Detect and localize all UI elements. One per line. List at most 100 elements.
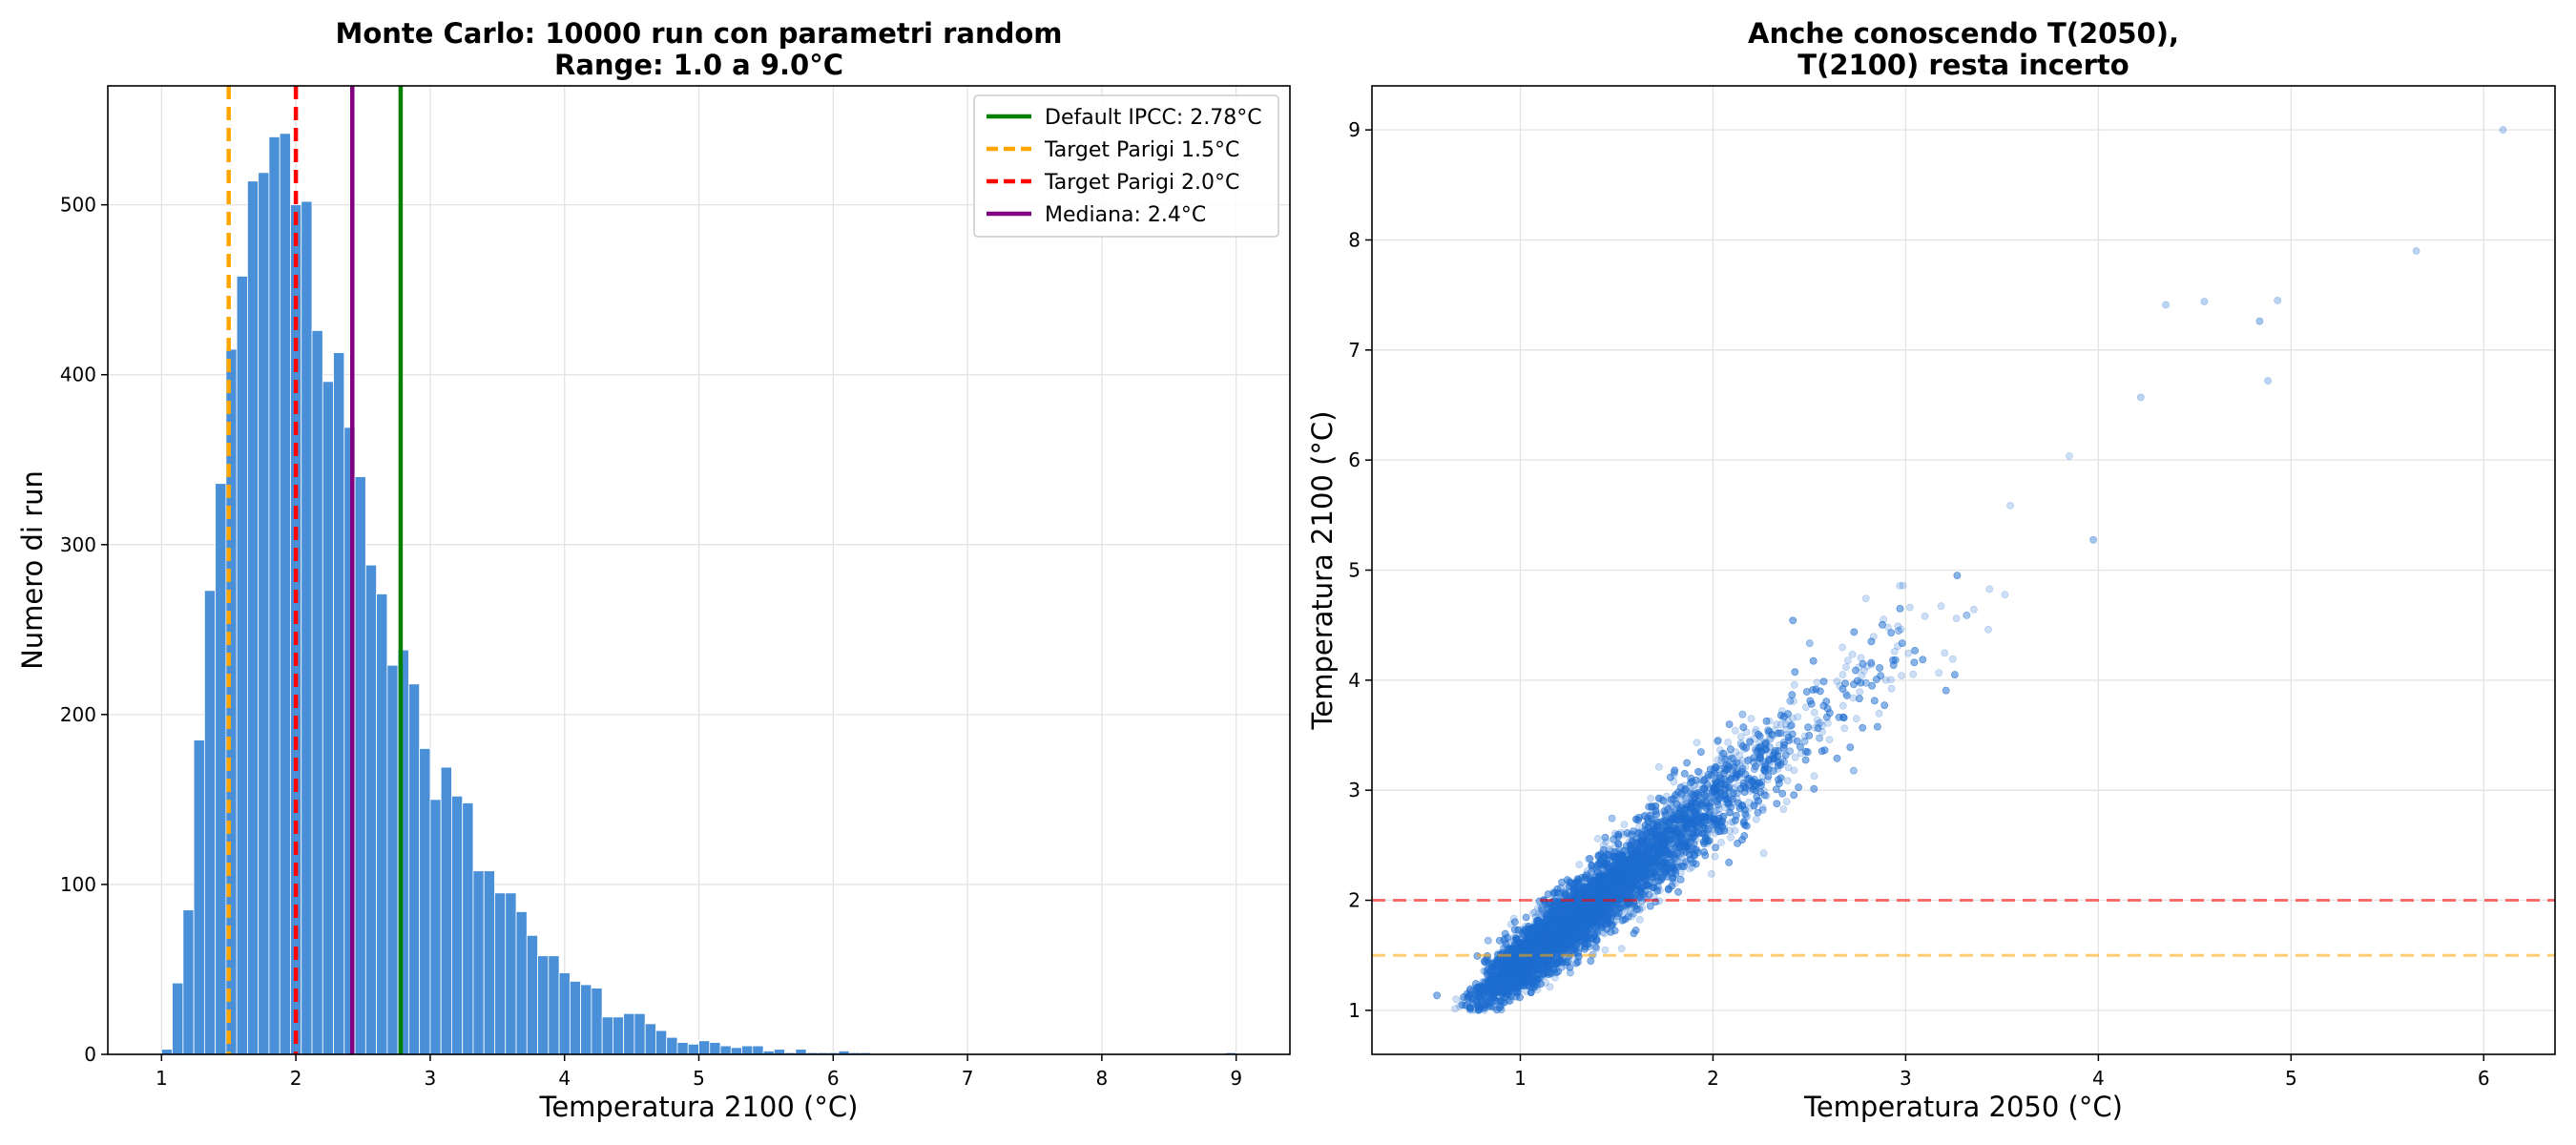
scatter-point xyxy=(1574,923,1583,931)
histogram-bar xyxy=(429,799,442,1055)
histogram-bar xyxy=(236,276,248,1055)
scatter-point xyxy=(1498,978,1506,986)
histogram-bar xyxy=(354,476,366,1055)
scatter-point xyxy=(1527,928,1536,936)
histogram-bar xyxy=(730,1047,742,1055)
scatter-point xyxy=(1583,915,1591,924)
scatter-point xyxy=(1678,802,1687,809)
y-tick-label: 200 xyxy=(60,703,96,726)
scatter-point xyxy=(1948,655,1957,663)
scatter-point xyxy=(1555,915,1563,924)
scatter-point xyxy=(1969,606,1978,614)
scatter-point xyxy=(1565,923,1573,931)
scatter-point xyxy=(1590,908,1598,916)
scatter-point xyxy=(1538,940,1546,948)
scatter-point xyxy=(1615,853,1624,862)
scatter-point xyxy=(1784,763,1793,772)
histogram-bar xyxy=(612,1016,625,1055)
scatter-point xyxy=(1660,832,1669,841)
scatter-point xyxy=(1507,966,1516,974)
scatter-point xyxy=(1731,826,1739,835)
histogram-bar xyxy=(634,1012,646,1055)
scatter-point xyxy=(1650,848,1658,857)
scatter-point xyxy=(1470,987,1478,995)
scatter-point xyxy=(1497,992,1506,1001)
histogram-bar xyxy=(258,172,270,1055)
scatter-point xyxy=(1620,821,1629,828)
histogram-bars xyxy=(160,133,1237,1055)
scatter-point xyxy=(1586,911,1593,920)
scatter-point xyxy=(1692,793,1699,802)
histogram-bar xyxy=(172,982,184,1055)
scatter-point xyxy=(1693,845,1701,854)
scatter-point xyxy=(1526,929,1533,937)
scatter-point xyxy=(1638,857,1647,864)
scatter-point xyxy=(1859,667,1868,675)
scatter-point xyxy=(1941,649,1949,657)
x-tick-label: 3 xyxy=(425,1067,437,1090)
scatter-point xyxy=(1577,884,1586,892)
scatter-point xyxy=(1526,976,1534,985)
scatter-point xyxy=(1687,818,1694,826)
scatter-point xyxy=(1540,920,1548,928)
scatter-point xyxy=(1596,913,1604,922)
scatter-point xyxy=(1727,833,1735,842)
histogram-bar xyxy=(182,909,195,1055)
scatter-point xyxy=(1522,962,1530,970)
scatter-point xyxy=(1747,715,1755,723)
scatter-point xyxy=(1526,957,1534,966)
scatter-point xyxy=(1635,916,1644,924)
scatter-point xyxy=(1852,715,1860,723)
scatter-point xyxy=(1618,876,1626,885)
scatter-point xyxy=(1669,814,1677,822)
scatter-point xyxy=(1475,992,1484,1000)
scatter-point xyxy=(1655,844,1664,853)
histogram-bar xyxy=(698,1040,711,1055)
scatter-point xyxy=(1848,651,1857,658)
scatter-point xyxy=(1532,975,1541,983)
scatter-point xyxy=(1567,924,1575,931)
scatter-point xyxy=(1679,826,1688,835)
scatter-point xyxy=(1693,739,1701,747)
scatter-point xyxy=(1592,875,1600,884)
scatter-point xyxy=(1512,943,1520,951)
scatter-point xyxy=(1686,833,1694,842)
scatter-point xyxy=(1890,648,1899,656)
scatter-point xyxy=(1637,877,1645,885)
scatter-point xyxy=(1610,829,1619,838)
scatter-point xyxy=(1790,680,1798,689)
scatter-point xyxy=(1626,871,1634,880)
scatter-point xyxy=(1719,812,1728,821)
scatter-point xyxy=(1542,926,1550,933)
scatter-point xyxy=(1522,944,1529,951)
scatter-point xyxy=(1823,719,1832,727)
scatter-point xyxy=(1619,830,1628,839)
y-tick-label: 0 xyxy=(84,1043,96,1066)
scatter-point xyxy=(1527,975,1535,984)
scatter-point xyxy=(1898,672,1905,679)
scatter-point xyxy=(1825,736,1834,744)
scatter-point xyxy=(1484,987,1492,995)
scatter-point xyxy=(1596,891,1605,900)
scatter-point xyxy=(1565,883,1572,891)
scatter-point xyxy=(1616,870,1625,879)
scatter-point xyxy=(1505,997,1512,1006)
scatter-point xyxy=(1522,968,1529,977)
scatter-point xyxy=(1656,864,1664,872)
scatter-point xyxy=(1984,625,1992,634)
scatter-point xyxy=(1619,865,1628,873)
scatter-point xyxy=(1538,927,1547,936)
scatter-point xyxy=(1526,969,1534,978)
scatter-point xyxy=(1844,656,1852,664)
y-tick-label: 400 xyxy=(60,364,96,386)
scatter-point xyxy=(1497,975,1506,984)
scatter-point xyxy=(1813,678,1821,687)
histogram-bar xyxy=(462,802,474,1055)
scatter-point xyxy=(1550,904,1558,912)
scatter-point xyxy=(1635,849,1643,857)
scatter-point xyxy=(1552,917,1561,926)
scatter-point xyxy=(1896,582,1904,590)
scatter-point xyxy=(1572,922,1581,929)
histogram-reference-lines xyxy=(226,86,404,1054)
